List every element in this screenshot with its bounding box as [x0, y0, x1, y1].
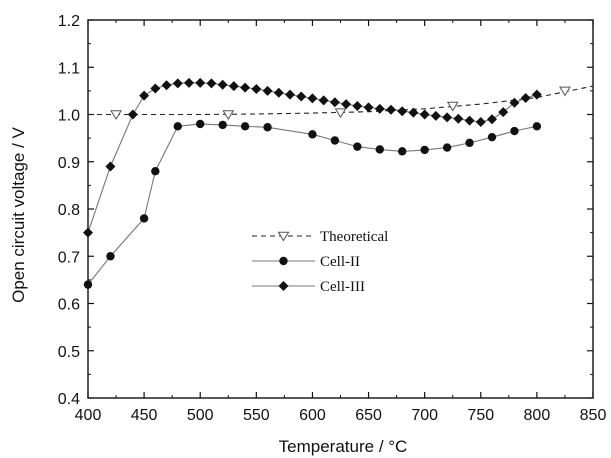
series-cell-iii [83, 77, 542, 238]
data-point [509, 97, 520, 108]
data-point [341, 99, 352, 110]
data-point [453, 113, 464, 124]
data-point [397, 106, 408, 117]
data-point [106, 252, 115, 261]
y-tick-label: 1.0 [58, 108, 80, 125]
data-point [308, 130, 317, 139]
y-tick-label: 0.8 [58, 202, 80, 219]
data-point [263, 123, 272, 132]
y-axis-label: Open circuit voltage / V [9, 126, 28, 302]
x-tick-label: 650 [355, 407, 382, 424]
data-point [273, 87, 284, 98]
data-point [374, 103, 385, 114]
x-tick-label: 500 [187, 407, 214, 424]
x-tick-label: 700 [411, 407, 438, 424]
data-point [83, 280, 93, 289]
data-point [532, 122, 542, 131]
data-point [196, 119, 205, 129]
data-point [195, 77, 206, 88]
data-point [173, 122, 182, 131]
series-layer [83, 77, 594, 289]
data-point [442, 112, 453, 123]
legend-marker [278, 281, 289, 291]
data-point [240, 122, 250, 131]
data-point [419, 109, 430, 120]
data-point [465, 138, 474, 148]
x-tick-label: 600 [299, 407, 326, 424]
data-point [228, 81, 239, 92]
data-point [285, 89, 295, 100]
legend-label: Cell-II [320, 254, 360, 270]
data-point [475, 117, 486, 128]
data-point [318, 95, 329, 106]
data-point [184, 77, 194, 88]
data-point [386, 104, 396, 115]
data-point [487, 132, 497, 142]
data-point [531, 89, 542, 100]
data-point [105, 161, 116, 172]
data-point [487, 114, 497, 125]
data-point [442, 143, 452, 152]
data-point [151, 167, 160, 176]
y-tick-label: 0.5 [58, 344, 80, 361]
legend-marker [277, 231, 290, 242]
y-tick-label: 0.4 [58, 391, 80, 408]
data-point [398, 147, 407, 156]
data-point [110, 110, 122, 120]
data-point [139, 90, 150, 101]
data-point [559, 86, 571, 97]
x-tick-label: 450 [131, 407, 158, 424]
data-point [464, 115, 475, 126]
data-point [150, 83, 161, 94]
legend: Theoretical Cell-II Cell-III [252, 229, 388, 295]
data-point [172, 78, 183, 89]
data-point [430, 110, 441, 121]
data-point [206, 78, 217, 89]
data-point [262, 85, 273, 96]
data-point [420, 145, 429, 155]
legend-label: Theoretical [320, 229, 388, 245]
series-cell-ii [83, 119, 542, 289]
data-point [161, 80, 172, 91]
y-tick-label: 0.6 [58, 297, 80, 314]
x-tick-label: 550 [243, 407, 270, 424]
y-tick-label: 0.9 [58, 155, 80, 172]
data-point [352, 100, 363, 111]
x-tick-label: 400 [75, 407, 102, 424]
data-point [251, 83, 262, 94]
y-tick-label: 0.7 [58, 249, 80, 266]
data-point [83, 227, 93, 238]
legend-marker [279, 256, 288, 266]
data-point [520, 92, 531, 103]
data-point [307, 93, 318, 104]
plot-frame [87, 19, 594, 399]
data-point [498, 107, 509, 118]
y-tick-label: 1.1 [58, 60, 80, 77]
data-point [363, 102, 374, 113]
data-point [446, 101, 459, 112]
data-point [217, 79, 228, 90]
data-point [240, 82, 251, 93]
x-axis-label: Temperature / °C [279, 437, 408, 456]
data-point [375, 145, 384, 154]
data-point [330, 136, 340, 145]
legend-label: Cell-III [320, 279, 365, 295]
data-point [334, 108, 347, 119]
data-point [139, 214, 149, 223]
x-tick-label: 750 [467, 407, 494, 424]
data-point [222, 110, 235, 120]
axes: 400 450 500 550 600 650 700 750 800 850 0.4 0.5 0.6 0… [58, 13, 607, 424]
series-theoretical [88, 85, 594, 120]
data-point [329, 97, 340, 108]
data-point [408, 107, 419, 118]
data-point [127, 109, 138, 120]
x-tick-label: 850 [580, 407, 607, 424]
data-point [353, 142, 362, 151]
y-tick-label: 1.2 [58, 13, 80, 30]
x-tick-label: 800 [524, 407, 551, 424]
data-point [510, 126, 519, 136]
data-point [218, 120, 227, 130]
data-point [296, 91, 307, 102]
